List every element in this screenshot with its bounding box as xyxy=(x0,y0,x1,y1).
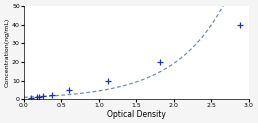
X-axis label: Optical Density: Optical Density xyxy=(107,110,166,119)
Y-axis label: Concentration(ng/mL): Concentration(ng/mL) xyxy=(4,18,9,87)
